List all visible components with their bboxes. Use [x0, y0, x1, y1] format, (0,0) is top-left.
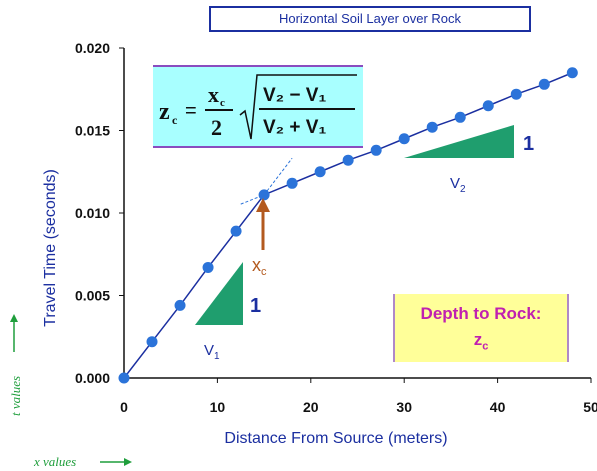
- v2-label: V2: [450, 175, 466, 195]
- data-point: [398, 133, 410, 145]
- v1-slope-triangle: [195, 262, 243, 325]
- v1-letter: V: [204, 342, 214, 359]
- v1-sub: 1: [214, 351, 220, 362]
- formula-num: x: [208, 82, 219, 107]
- x-axis-label: Distance From Source (meters): [224, 430, 447, 447]
- formula: z c = x c 2 V₂ − V₁ V₂ + V₁: [159, 74, 357, 140]
- data-point: [314, 166, 326, 178]
- depth-sub: c: [482, 340, 489, 353]
- travel-time-line: [123, 72, 573, 379]
- v2-letter: V: [450, 175, 460, 192]
- data-point: [454, 111, 466, 123]
- data-point: [566, 67, 578, 79]
- xc-label: xc: [252, 255, 267, 278]
- data-point: [258, 189, 270, 201]
- data-point: [510, 88, 522, 100]
- v2-sub: 2: [460, 184, 466, 195]
- xc-letter: x: [252, 255, 261, 275]
- v2-one-label: 1: [523, 133, 534, 155]
- y-tick-label: 0.020: [75, 40, 110, 56]
- x-tick-label: 0: [120, 399, 128, 415]
- formula-rad-num: V₂ − V₁: [263, 85, 326, 106]
- series-line: [123, 72, 573, 379]
- x-tick-label: 30: [396, 399, 412, 415]
- data-point: [538, 78, 550, 90]
- data-point: [146, 336, 158, 348]
- data-point: [230, 225, 242, 237]
- depth-to-rock-box: Depth to Rock: zc: [393, 294, 569, 362]
- t-values-arrowhead: [10, 314, 18, 322]
- y-tick-label: 0.000: [75, 370, 110, 386]
- formula-num-sub: c: [220, 97, 225, 109]
- data-point: [342, 154, 354, 166]
- depth-z: z: [473, 330, 483, 349]
- v1-extension-line: [263, 157, 293, 196]
- v1-one-label: 1: [250, 295, 261, 317]
- formula-box: z c = x c 2 V₂ − V₁ V₂ + V₁: [153, 65, 363, 148]
- data-point: [286, 177, 298, 189]
- y-ticks: 0.000 0.005 0.010 0.015 0.020: [75, 40, 124, 386]
- formula-rad-den: V₂ + V₁: [263, 117, 326, 138]
- v1-label: V1: [204, 342, 220, 362]
- x-ticks: 0 10 20 30 40 50: [120, 378, 597, 415]
- data-point: [174, 299, 186, 311]
- formula-eq: =: [185, 100, 197, 122]
- y-tick-label: 0.010: [75, 205, 110, 221]
- data-point: [202, 261, 214, 273]
- x-tick-label: 10: [210, 399, 226, 415]
- depth-title: Depth to Rock:: [420, 304, 542, 323]
- formula-radical: [239, 74, 357, 140]
- formula-lhs-sub: c: [172, 113, 178, 127]
- chart-title: Horizontal Soil Layer over Rock: [209, 6, 531, 32]
- x-tick-label: 50: [583, 399, 597, 415]
- y-tick-label: 0.015: [75, 123, 110, 139]
- data-point: [482, 100, 494, 112]
- y-axis-label: Travel Time (seconds): [42, 169, 59, 327]
- x-values-arrowhead: [124, 458, 132, 466]
- formula-lhs: z: [159, 99, 170, 125]
- crossover-arrow-head: [256, 198, 270, 212]
- v2-slope-triangle: [404, 125, 514, 158]
- x-tick-label: 20: [303, 399, 319, 415]
- x-values-label: x values: [33, 454, 76, 469]
- data-points: [118, 67, 578, 384]
- x-tick-label: 40: [490, 399, 506, 415]
- data-point: [426, 121, 438, 133]
- t-values-label: t values: [8, 376, 23, 416]
- y-tick-label: 0.005: [75, 288, 110, 304]
- xc-sub: c: [261, 266, 267, 278]
- formula-den: 2: [211, 115, 222, 140]
- data-point: [118, 372, 130, 384]
- depth-symbol: zc: [395, 330, 567, 352]
- data-point: [370, 144, 382, 156]
